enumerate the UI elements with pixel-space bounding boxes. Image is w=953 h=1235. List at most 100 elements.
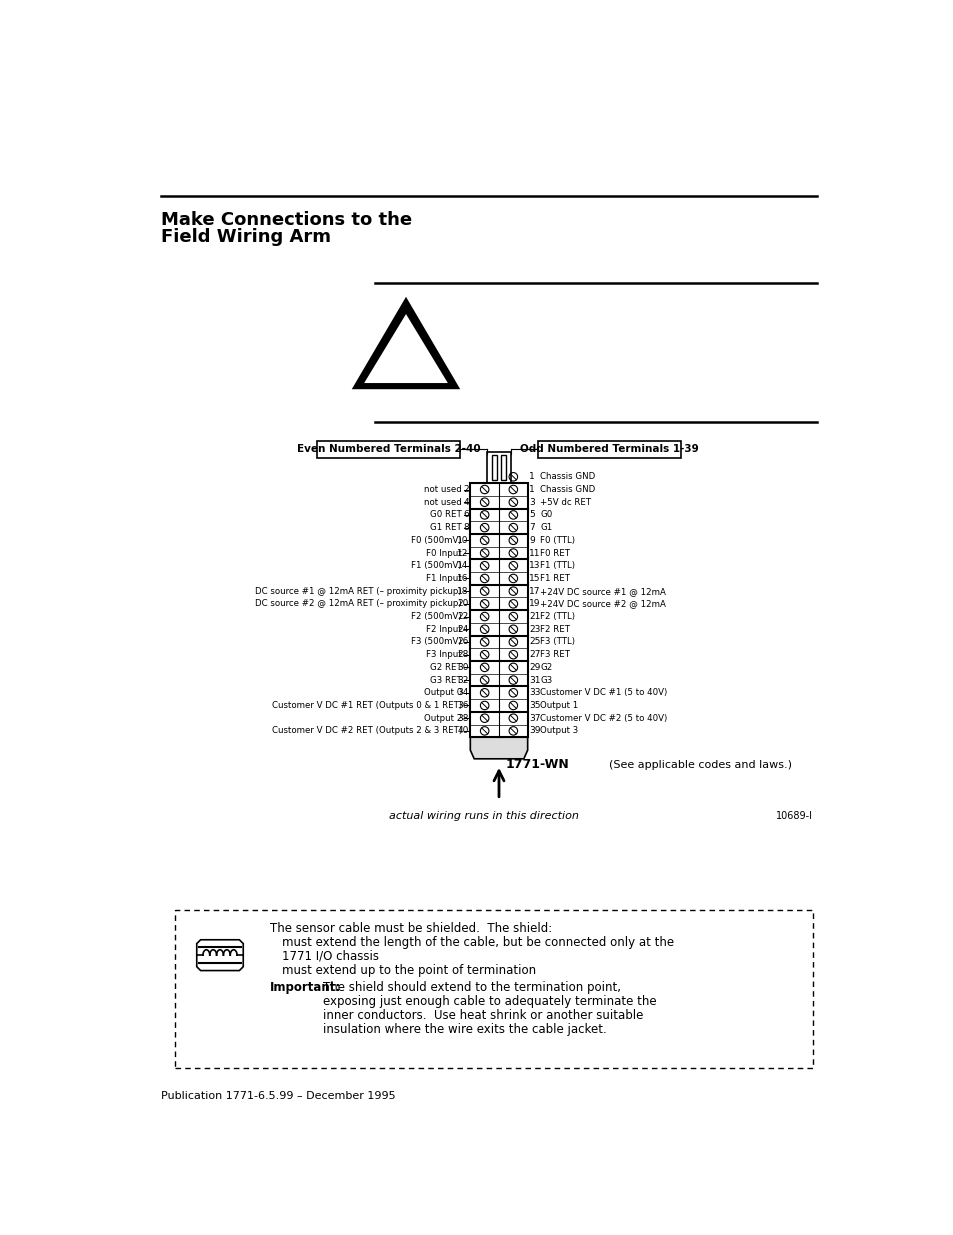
Polygon shape [470,737,527,758]
Text: 15: 15 [529,574,540,583]
Text: 20: 20 [456,599,468,609]
Text: Field Wiring Arm: Field Wiring Arm [161,228,331,246]
Text: 39: 39 [529,726,540,735]
Polygon shape [352,296,459,389]
Text: 10: 10 [456,536,468,545]
Text: Output 1: Output 1 [539,701,578,710]
Text: +24V DC source #1 @ 12mA: +24V DC source #1 @ 12mA [539,587,665,595]
Text: F0 (500mV): F0 (500mV) [411,536,461,545]
Text: 4: 4 [462,498,468,506]
Text: The sensor cable must be shielded.  The shield:: The sensor cable must be shielded. The s… [270,923,552,935]
Text: 16: 16 [456,574,468,583]
Bar [500,456,505,480]
Text: 29: 29 [529,663,540,672]
Text: G3 RET: G3 RET [430,676,461,684]
Text: Output 0: Output 0 [423,688,461,698]
Text: G3: G3 [539,676,552,684]
Text: F1 (500mV): F1 (500mV) [411,561,461,571]
Text: must extend the length of the cable, but be connected only at the: must extend the length of the cable, but… [282,936,674,948]
Text: 36: 36 [456,701,468,710]
Bar [486,452,511,483]
Text: 31: 31 [529,676,540,684]
Text: F2 RET: F2 RET [539,625,570,634]
Text: Output 3: Output 3 [539,726,578,735]
Text: 6: 6 [462,510,468,520]
Text: 13: 13 [529,561,540,571]
Text: F3 (500mV): F3 (500mV) [411,637,461,646]
Text: Customer V DC #1 RET (Outputs 0 & 1 RET): Customer V DC #1 RET (Outputs 0 & 1 RET) [272,701,461,710]
Text: 37: 37 [529,714,540,722]
Text: DC source #1 @ 12mA RET (– proximity pickup): DC source #1 @ 12mA RET (– proximity pic… [254,587,461,595]
Text: 40: 40 [456,726,468,735]
Text: +24V DC source #2 @ 12mA: +24V DC source #2 @ 12mA [539,599,665,609]
Text: Customer V DC #2 RET (Outputs 2 & 3 RET): Customer V DC #2 RET (Outputs 2 & 3 RET) [272,726,461,735]
Text: The shield should extend to the termination point,: The shield should extend to the terminat… [323,982,620,994]
Text: 28: 28 [456,650,468,659]
Text: Customer V DC #2 (5 to 40V): Customer V DC #2 (5 to 40V) [539,714,667,722]
Text: insulation where the wire exits the cable jacket.: insulation where the wire exits the cabl… [323,1023,606,1036]
Text: F2 (500mV): F2 (500mV) [411,613,461,621]
Text: 38: 38 [456,714,468,722]
Text: 1: 1 [529,485,535,494]
Text: 1771 I/O chassis: 1771 I/O chassis [282,950,378,963]
Text: 25: 25 [529,637,540,646]
Text: Output 2: Output 2 [423,714,461,722]
Text: 9: 9 [529,536,535,545]
Text: Publication 1771-6.5.99 – December 1995: Publication 1771-6.5.99 – December 1995 [161,1092,395,1102]
Bar [492,456,497,480]
Text: F3 (TTL): F3 (TTL) [539,637,575,646]
Text: Chassis GND: Chassis GND [539,485,595,494]
Text: 21: 21 [529,613,540,621]
Text: 33: 33 [529,688,540,698]
Bar [537,441,680,458]
Text: F3 Input: F3 Input [426,650,461,659]
Text: 27: 27 [529,650,540,659]
Text: 14: 14 [456,561,468,571]
Text: 17: 17 [529,587,540,595]
Text: 22: 22 [457,613,468,621]
Text: exposing just enough cable to adequately terminate the: exposing just enough cable to adequately… [323,995,656,1008]
Text: actual wiring runs in this direction: actual wiring runs in this direction [388,811,578,821]
Text: +5V dc RET: +5V dc RET [539,498,591,506]
Text: Customer V DC #1 (5 to 40V): Customer V DC #1 (5 to 40V) [539,688,667,698]
Text: F0 RET: F0 RET [539,548,570,557]
Text: F1 RET: F1 RET [539,574,570,583]
Text: 19: 19 [529,599,540,609]
Text: 1771-WN: 1771-WN [505,758,568,772]
Text: 12: 12 [456,548,468,557]
Text: F2 Input: F2 Input [426,625,461,634]
Text: 7: 7 [529,524,535,532]
Bar [470,483,527,737]
Text: 24: 24 [457,625,468,634]
Text: 11: 11 [529,548,540,557]
Text: DC source #2 @ 12mA RET (– proximity pickup): DC source #2 @ 12mA RET (– proximity pic… [254,599,461,609]
Text: G2 RET: G2 RET [430,663,461,672]
Text: (See applicable codes and laws.): (See applicable codes and laws.) [608,760,791,769]
Text: F1 Input: F1 Input [426,574,461,583]
Polygon shape [196,940,243,971]
Text: Make Connections to the: Make Connections to the [161,211,412,230]
Text: 5: 5 [529,510,535,520]
Text: inner conductors.  Use heat shrink or another suitable: inner conductors. Use heat shrink or ano… [323,1009,642,1023]
Text: G2: G2 [539,663,552,672]
Text: must extend up to the point of termination: must extend up to the point of terminati… [282,963,536,977]
Text: 35: 35 [529,701,540,710]
Text: 32: 32 [456,676,468,684]
Bar [174,910,812,1068]
Text: F0 Input: F0 Input [426,548,461,557]
Text: 8: 8 [462,524,468,532]
Text: 18: 18 [456,587,468,595]
Text: 2: 2 [462,485,468,494]
Text: G1: G1 [539,524,552,532]
Text: 3: 3 [529,498,535,506]
Polygon shape [364,314,447,383]
Text: Odd Numbered Terminals 1-39: Odd Numbered Terminals 1-39 [519,445,699,454]
Text: 1: 1 [529,472,535,482]
Text: Important:: Important: [270,982,341,994]
Text: 30: 30 [456,663,468,672]
Text: 26: 26 [456,637,468,646]
Text: not used: not used [423,485,461,494]
Text: F2 (TTL): F2 (TTL) [539,613,575,621]
Text: 23: 23 [529,625,540,634]
Text: F0 (TTL): F0 (TTL) [539,536,575,545]
